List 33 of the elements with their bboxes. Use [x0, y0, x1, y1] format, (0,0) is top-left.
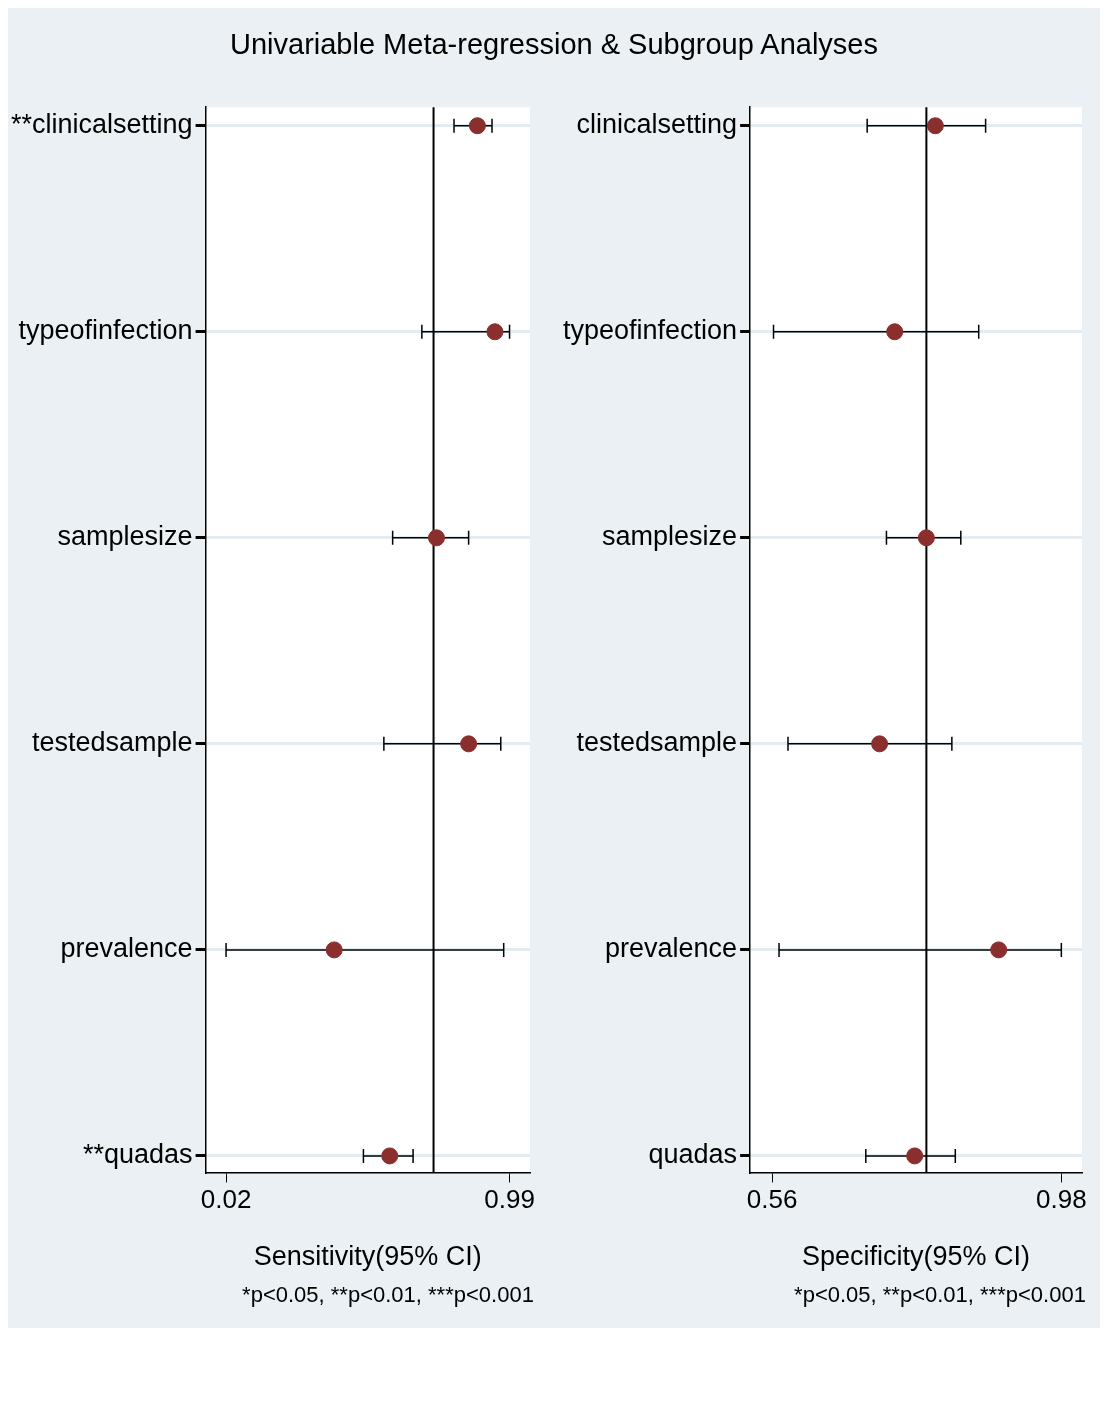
y-tick-label: quadas [648, 1139, 738, 1170]
point [886, 323, 904, 341]
y-tick-label: **quadas [82, 1139, 193, 1170]
point [427, 529, 445, 547]
y-tick-label: **clinicalsetting [11, 109, 193, 140]
point [871, 735, 889, 753]
x-tick-label: 0.98 [1036, 1184, 1087, 1215]
x-tick-label: 0.99 [484, 1184, 535, 1215]
y-tick-label: typeofinfection [562, 315, 738, 346]
x-axis-title: Specificity(95% CI) [802, 1241, 1031, 1272]
y-tick-label: samplesize [57, 521, 193, 552]
y-tick-label: prevalence [605, 933, 738, 964]
x-axis-title: Sensitivity(95% CI) [253, 1241, 482, 1272]
point [460, 735, 478, 753]
point [917, 529, 935, 547]
y-tick-label: clinicalsetting [576, 109, 738, 140]
y-tick-label: typeofinfection [18, 315, 193, 346]
y-tick-label: testedsample [32, 727, 193, 758]
point [468, 117, 486, 135]
text: *p<0.05, **p<0.01, ***p<0.001 [793, 1282, 1087, 1308]
point [325, 941, 343, 959]
y-tick-label: testedsample [576, 727, 738, 758]
x-tick-label: 0.02 [200, 1184, 252, 1215]
point [381, 1147, 399, 1165]
text: *p<0.05, **p<0.01, ***p<0.001 [241, 1282, 535, 1308]
chart-title: Univariable Meta-regression & Subgroup Analyses [229, 28, 879, 62]
point [990, 941, 1008, 959]
y-tick-label: prevalence [60, 933, 193, 964]
y-tick-label: samplesize [602, 521, 738, 552]
point [926, 117, 944, 135]
point [486, 323, 504, 341]
point [906, 1147, 924, 1165]
x-tick-label: 0.56 [746, 1184, 798, 1215]
